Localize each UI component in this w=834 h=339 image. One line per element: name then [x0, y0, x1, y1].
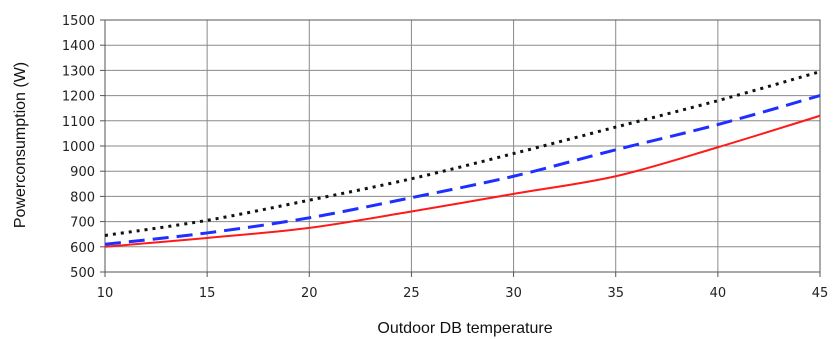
y-axis-title: Powerconsumption (W)	[12, 62, 29, 228]
x-tick-label: 45	[812, 286, 829, 301]
y-tick-label: 600	[70, 241, 95, 256]
y-tick-label: 1000	[62, 140, 95, 155]
series-line-1	[104, 70, 821, 237]
axes	[100, 19, 821, 277]
x-axis-title: Outdoor DB temperature	[377, 320, 552, 337]
series-line-3	[104, 114, 821, 248]
y-tick-label: 1400	[62, 39, 95, 54]
tick-labels: 10 15 20 25 30 35 40 45 500 600 700 800 900 1000 1100 1…	[62, 14, 828, 301]
y-tick-label: 700	[70, 216, 95, 231]
plot-frame	[104, 19, 821, 273]
grid	[104, 19, 821, 273]
x-tick-label: 40	[710, 286, 727, 301]
series-lines	[104, 70, 821, 248]
x-tick-label: 20	[301, 286, 318, 301]
y-tick-label: 800	[70, 190, 95, 205]
y-tick-label: 500	[70, 266, 95, 281]
x-tick-label: 10	[97, 286, 114, 301]
x-tick-label: 25	[403, 286, 420, 301]
x-tick-label: 15	[199, 286, 216, 301]
y-tick-label: 1200	[62, 90, 95, 105]
x-tick-label: 30	[505, 286, 522, 301]
y-tick-label: 900	[70, 165, 95, 180]
y-tick-label: 1300	[62, 64, 95, 79]
x-tick-label: 35	[607, 286, 624, 301]
y-tick-label: 1500	[62, 14, 95, 29]
y-tick-label: 1100	[62, 115, 95, 130]
series-line-2	[104, 94, 821, 246]
